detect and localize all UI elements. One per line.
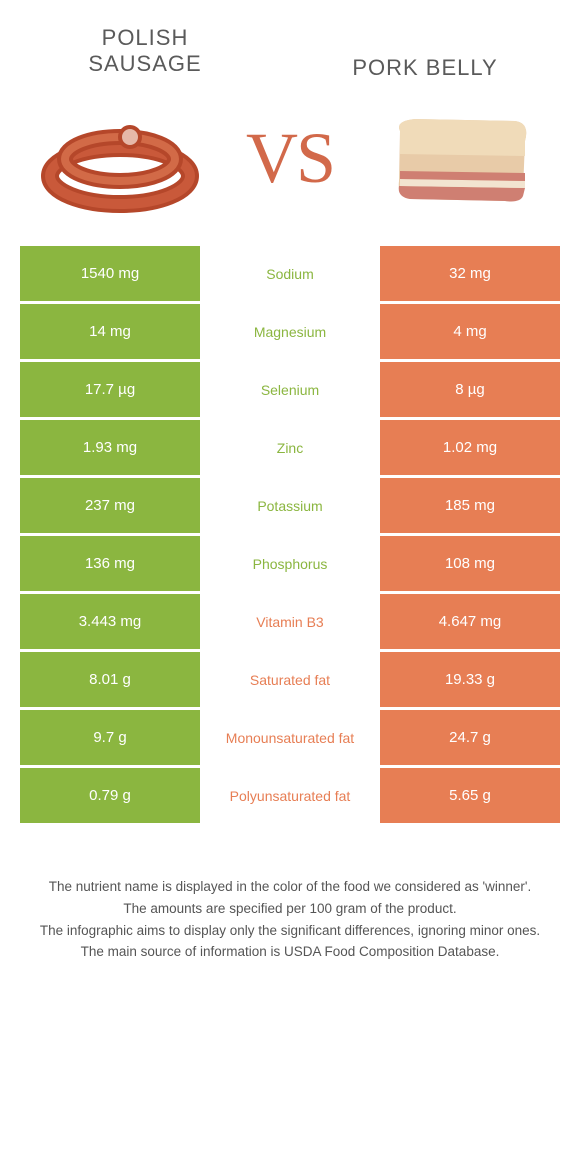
right-value: 8 µg	[380, 362, 560, 417]
table-row: 1.93 mgZinc1.02 mg	[20, 420, 560, 475]
nutrient-label: Phosphorus	[200, 536, 380, 591]
left-value: 3.443 mg	[20, 594, 200, 649]
right-food-title: Pork Belly	[325, 55, 525, 81]
footer-notes: The nutrient name is displayed in the co…	[0, 826, 580, 962]
left-value: 1540 mg	[20, 246, 200, 301]
right-value: 108 mg	[380, 536, 560, 591]
left-food-title: Polish sausage	[55, 25, 235, 78]
table-row: 14 mgMagnesium4 mg	[20, 304, 560, 359]
nutrient-label: Monounsaturated fat	[200, 710, 380, 765]
left-value: 14 mg	[20, 304, 200, 359]
right-value: 185 mg	[380, 478, 560, 533]
left-food-image	[30, 101, 210, 216]
left-value: 136 mg	[20, 536, 200, 591]
footer-line: The nutrient name is displayed in the co…	[30, 876, 550, 898]
right-value: 24.7 g	[380, 710, 560, 765]
table-row: 237 mgPotassium185 mg	[20, 478, 560, 533]
table-row: 8.01 gSaturated fat19.33 g	[20, 652, 560, 707]
table-row: 9.7 gMonounsaturated fat24.7 g	[20, 710, 560, 765]
left-value: 237 mg	[20, 478, 200, 533]
left-value: 17.7 µg	[20, 362, 200, 417]
table-row: 17.7 µgSelenium8 µg	[20, 362, 560, 417]
nutrition-table: 1540 mgSodium32 mg14 mgMagnesium4 mg17.7…	[0, 246, 580, 823]
footer-line: The amounts are specified per 100 gram o…	[30, 898, 550, 920]
nutrient-label: Vitamin B3	[200, 594, 380, 649]
left-value: 0.79 g	[20, 768, 200, 823]
header: Polish sausage Pork Belly	[0, 0, 580, 91]
nutrient-label: Selenium	[200, 362, 380, 417]
right-value: 4 mg	[380, 304, 560, 359]
nutrient-label: Zinc	[200, 420, 380, 475]
vs-label: VS	[246, 117, 334, 200]
nutrient-label: Potassium	[200, 478, 380, 533]
right-value: 4.647 mg	[380, 594, 560, 649]
vs-row: VS	[0, 91, 580, 246]
left-value: 9.7 g	[20, 710, 200, 765]
right-value: 19.33 g	[380, 652, 560, 707]
nutrient-label: Magnesium	[200, 304, 380, 359]
table-row: 0.79 gPolyunsaturated fat5.65 g	[20, 768, 560, 823]
table-row: 136 mgPhosphorus108 mg	[20, 536, 560, 591]
left-value: 1.93 mg	[20, 420, 200, 475]
table-row: 3.443 mgVitamin B34.647 mg	[20, 594, 560, 649]
nutrient-label: Saturated fat	[200, 652, 380, 707]
table-row: 1540 mgSodium32 mg	[20, 246, 560, 301]
nutrient-label: Sodium	[200, 246, 380, 301]
left-value: 8.01 g	[20, 652, 200, 707]
nutrient-label: Polyunsaturated fat	[200, 768, 380, 823]
right-value: 32 mg	[380, 246, 560, 301]
right-food-image	[370, 101, 550, 216]
footer-line: The main source of information is USDA F…	[30, 941, 550, 963]
right-value: 5.65 g	[380, 768, 560, 823]
right-value: 1.02 mg	[380, 420, 560, 475]
footer-line: The infographic aims to display only the…	[30, 920, 550, 942]
